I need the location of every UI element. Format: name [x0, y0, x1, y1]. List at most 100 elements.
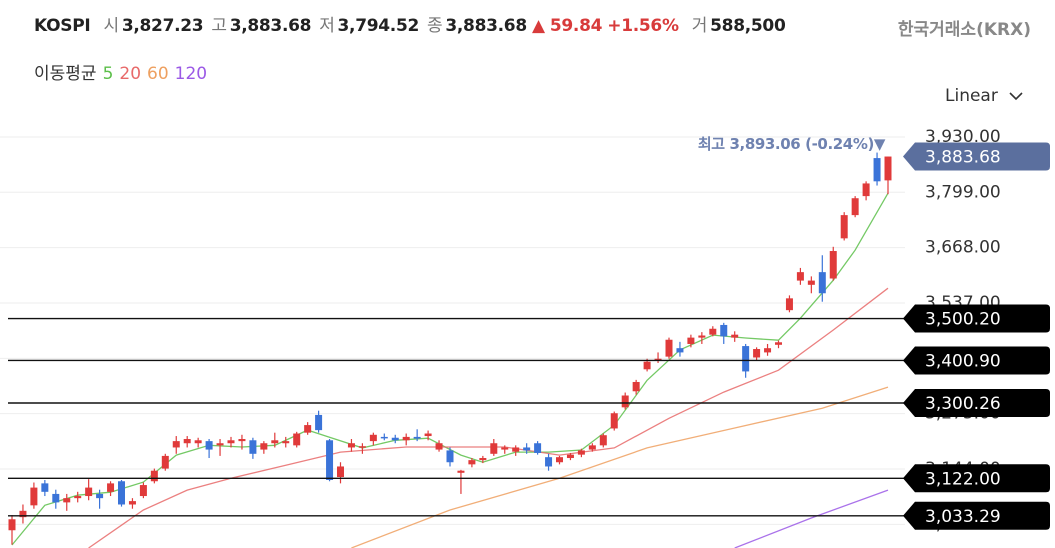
candle-body	[610, 413, 618, 429]
change-pct: +1.56%	[607, 16, 679, 36]
change-arrow: ▲	[531, 16, 545, 36]
candle-body	[731, 334, 739, 338]
candle-body	[556, 457, 563, 463]
price-tag-label: 3,300.26	[925, 394, 1001, 414]
candle-body	[501, 447, 509, 450]
candle-body	[566, 454, 574, 459]
candle-body	[698, 335, 706, 338]
candle-body	[742, 346, 750, 372]
candle-body	[512, 447, 520, 452]
candle-body	[413, 436, 421, 439]
legend-entry: 5	[102, 64, 114, 84]
change: 59.84	[549, 16, 603, 36]
candle-body	[194, 440, 202, 444]
candle-body	[457, 470, 465, 473]
candle-body	[785, 298, 793, 311]
price-tag-box	[903, 464, 1050, 493]
candle-body	[807, 280, 815, 285]
candle-body	[118, 481, 125, 505]
candle-body	[687, 337, 695, 344]
candle-body	[643, 361, 651, 370]
candle-body	[380, 436, 388, 439]
candle-body	[183, 439, 191, 444]
legend-title: 이동평균	[34, 64, 97, 84]
price-tag-box	[903, 304, 1050, 333]
candle-body	[851, 198, 859, 216]
candle-body	[52, 493, 60, 503]
candle-body	[479, 458, 487, 461]
price-tag-label: 3,033.29	[925, 507, 1001, 527]
candle-body	[402, 436, 410, 441]
candle-body	[249, 440, 257, 454]
candle-body	[764, 348, 772, 353]
candle-body	[775, 342, 782, 345]
field-label: 저	[319, 16, 335, 36]
candle-body	[128, 501, 136, 505]
candle-body	[490, 443, 498, 454]
candle-body	[599, 435, 607, 446]
price-tag-box	[903, 388, 1050, 417]
candle-body	[8, 519, 16, 531]
field-label: 고	[211, 16, 227, 36]
candle-body	[271, 440, 279, 444]
quote-header: KOSPI 시 3,827.23 고 3,883.68 저 3,794.52 종 3,883.…	[34, 11, 786, 36]
candle-body	[30, 487, 38, 506]
grid	[0, 136, 905, 525]
scale-label: Linear	[945, 86, 998, 106]
plot-area: 최고 3,893.06 (-0.24%)▼	[8, 135, 892, 548]
candle-body	[19, 510, 27, 518]
dropdown-icon	[1009, 92, 1023, 101]
candle-body	[446, 450, 454, 463]
candle-body	[534, 443, 542, 453]
legend-entry: 120	[174, 64, 208, 84]
ma-line	[88, 287, 889, 548]
candle-body	[85, 487, 93, 497]
candle-body	[884, 156, 892, 181]
candle-body	[205, 441, 213, 450]
ma-line	[351, 386, 889, 548]
legend-entry: 60	[147, 64, 169, 84]
candle-body	[391, 437, 399, 441]
scale-selector[interactable]: Linear	[945, 86, 1023, 106]
candle-body	[369, 434, 377, 442]
legend: 이동평균 5 20 60 120	[34, 59, 207, 84]
quote-fields: 시 3,827.23 고 3,883.68 저 3,794.52 종 3,883.68	[96, 16, 532, 36]
price-tag-label: 3,500.20	[925, 310, 1001, 330]
last-price-box	[903, 142, 1050, 171]
candle-body	[468, 460, 476, 465]
price-tag-label: 3,400.90	[925, 351, 1001, 371]
candle-body	[41, 483, 49, 492]
price-tag-box	[903, 346, 1050, 375]
index-name: KOSPI	[34, 16, 91, 36]
y-tick-label: 3,668.00	[925, 238, 1001, 258]
field-value: 3,883.68	[229, 16, 312, 36]
candle-body	[260, 443, 268, 450]
candle-body	[139, 485, 147, 497]
candle-body	[545, 457, 553, 467]
volume: 588,500	[710, 16, 786, 36]
field-value: 3,883.68	[445, 16, 527, 36]
legend-entry: 20	[119, 64, 142, 84]
candle-body	[238, 439, 246, 442]
candle-body	[862, 183, 870, 197]
field-label: 종	[427, 16, 443, 36]
candle-body	[326, 440, 334, 480]
candle-body	[315, 414, 323, 431]
candle-body	[337, 466, 344, 478]
candle-body	[107, 483, 115, 492]
candle-body	[753, 349, 761, 358]
candle-body	[818, 272, 826, 294]
last-price-label: 3,883.68	[925, 148, 1001, 168]
candle-body	[829, 251, 837, 279]
y-tick-label: 3,930.00	[925, 127, 1001, 147]
candle-body	[172, 441, 180, 448]
candle-body	[304, 425, 312, 433]
y-tick-label: 3,799.00	[925, 182, 1001, 202]
candle-body	[74, 496, 82, 499]
max-annotation: 최고 3,893.06 (-0.24%)▼	[698, 135, 886, 153]
candle-body	[227, 440, 235, 444]
volume-label: 거	[691, 16, 708, 36]
candle-body	[161, 455, 169, 469]
candle-body	[282, 441, 290, 444]
